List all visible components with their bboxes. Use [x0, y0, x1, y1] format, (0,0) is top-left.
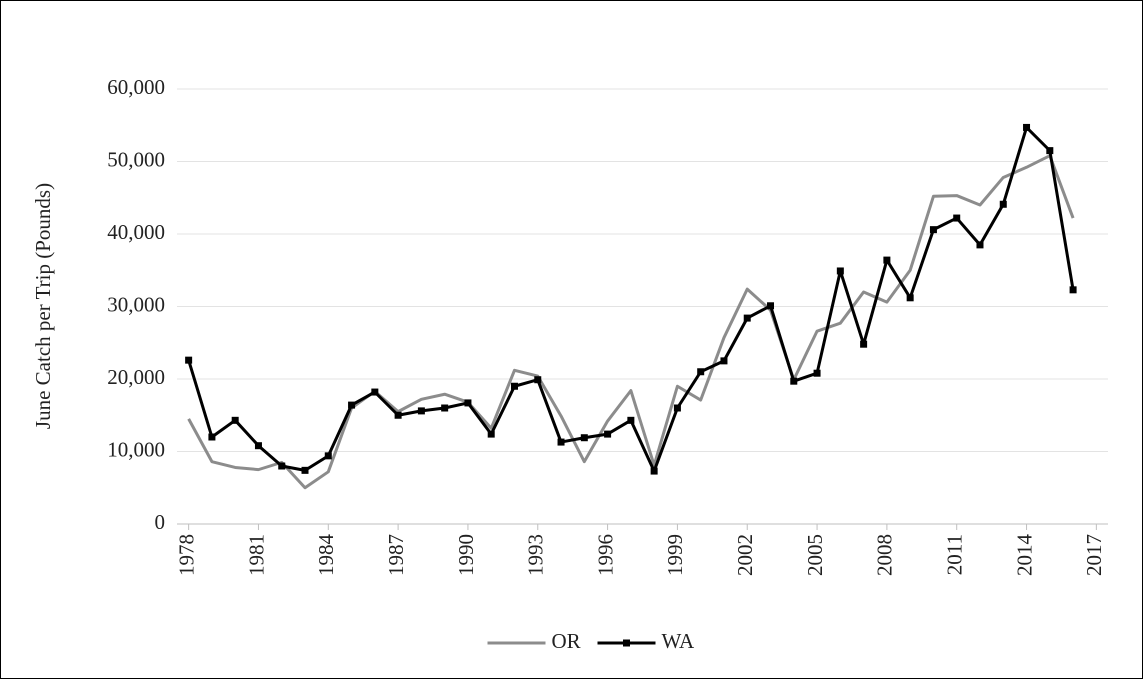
point-marker	[441, 404, 449, 412]
point-marker	[883, 256, 891, 264]
point-marker	[1023, 123, 1031, 131]
point-marker	[1069, 286, 1077, 294]
point-marker	[604, 430, 612, 438]
point-marker	[1046, 147, 1054, 155]
x-tick-label: 1999	[663, 534, 687, 576]
point-marker	[487, 430, 495, 438]
point-marker	[836, 267, 844, 275]
point-marker	[906, 294, 914, 302]
point-marker	[813, 369, 821, 377]
point-marker	[464, 399, 472, 407]
legend-marker	[623, 639, 630, 647]
point-marker	[627, 416, 635, 424]
point-marker	[720, 357, 728, 365]
y-tick-label: 0	[155, 510, 166, 534]
point-marker	[999, 200, 1007, 208]
x-tick-label: 2017	[1082, 534, 1106, 576]
point-marker	[231, 416, 239, 424]
y-tick-label: 60,000	[107, 75, 165, 99]
point-marker	[767, 302, 775, 310]
point-marker	[673, 404, 681, 412]
point-marker	[254, 442, 262, 450]
point-marker	[417, 407, 425, 415]
x-tick-label: 1981	[244, 534, 268, 576]
point-marker	[278, 462, 286, 470]
point-marker	[743, 314, 751, 322]
x-tick-label: 2002	[733, 534, 757, 576]
point-marker	[929, 226, 937, 234]
point-marker	[185, 356, 193, 364]
x-tick-label: 1987	[384, 534, 408, 576]
series-line	[187, 154, 1075, 490]
point-marker	[790, 377, 798, 385]
x-tick-label: 1978	[174, 534, 198, 576]
x-tick-label: 1993	[524, 534, 548, 576]
point-marker	[301, 466, 309, 474]
point-marker	[580, 434, 588, 442]
y-tick-label: 40,000	[107, 220, 165, 244]
x-tick-label: 1990	[454, 534, 478, 576]
point-marker	[953, 214, 961, 222]
point-marker	[348, 401, 356, 409]
point-marker	[324, 452, 332, 460]
point-marker	[697, 368, 705, 376]
y-tick-label: 20,000	[107, 365, 165, 389]
x-tick-label: 2011	[943, 534, 967, 575]
point-marker	[510, 382, 518, 390]
x-tick-label: 2008	[873, 534, 897, 576]
legend-label: WA	[662, 629, 695, 653]
y-tick-label: 50,000	[107, 147, 165, 171]
x-tick-label: 2014	[1012, 534, 1036, 577]
y-tick-label: 10,000	[107, 437, 165, 461]
point-marker	[976, 241, 984, 249]
x-tick-label: 1984	[314, 534, 338, 577]
point-marker	[534, 376, 542, 384]
x-tick-label: 1996	[593, 534, 617, 576]
y-tick-label: 30,000	[107, 292, 165, 316]
point-marker	[208, 433, 216, 441]
y-axis-title: June Catch per Trip (Pounds)	[31, 183, 55, 429]
point-marker	[371, 388, 379, 396]
point-marker	[394, 411, 402, 419]
x-tick-label: 2005	[803, 534, 827, 576]
point-marker	[557, 438, 565, 446]
point-marker	[650, 467, 658, 475]
point-marker	[860, 340, 868, 348]
legend-label: OR	[552, 629, 581, 653]
